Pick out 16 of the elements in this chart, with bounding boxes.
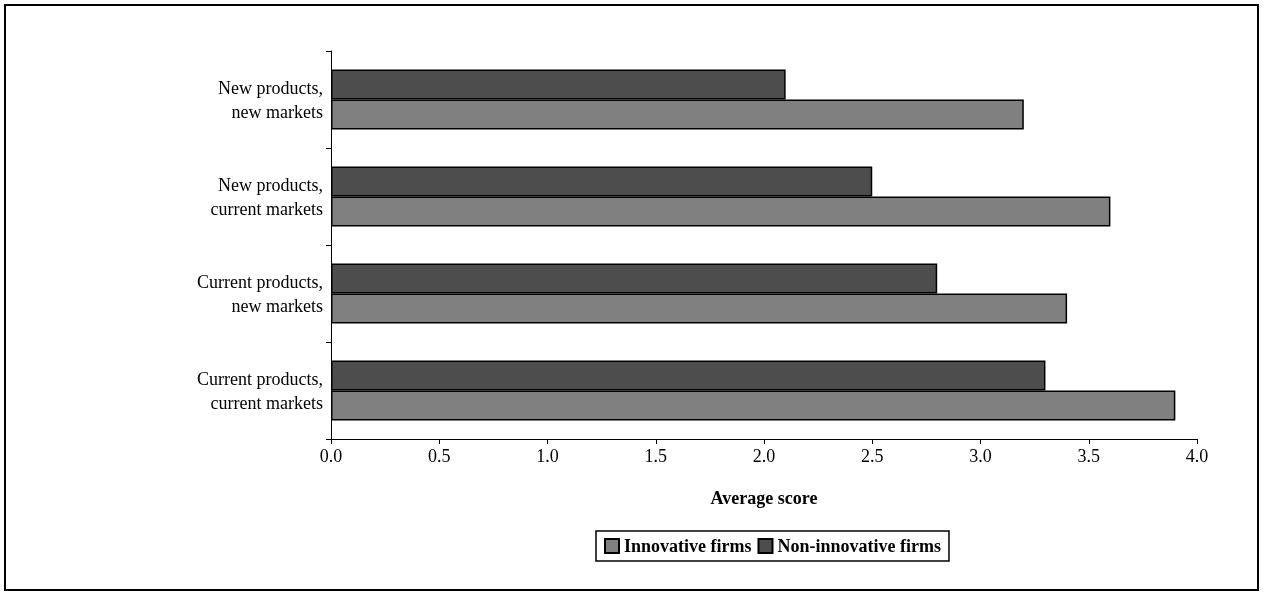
x-tick-label: 1.0 (536, 446, 559, 466)
x-tick-label: 2.5 (861, 446, 884, 466)
x-tick-label: 4.0 (1185, 446, 1209, 466)
x-tick-label: 3.5 (1077, 446, 1100, 466)
x-axis-title: Average score (710, 488, 818, 508)
x-tick-label: 0.0 (319, 446, 343, 466)
x-tick-label: 3.0 (969, 446, 992, 466)
y-tick-label: New products, current markets (210, 174, 323, 219)
legend-label: Non-innovative firms (777, 536, 941, 556)
x-tick-label: 1.5 (644, 446, 667, 466)
y-tick-label: New products, new markets (218, 77, 323, 122)
y-tick-label: Current products, new markets (197, 271, 323, 316)
y-tick-label: Current products, current markets (197, 368, 323, 413)
x-tick-label: 2.0 (752, 446, 776, 466)
legend-label: Innovative firms (624, 536, 752, 556)
x-tick-label: 0.5 (428, 446, 451, 466)
